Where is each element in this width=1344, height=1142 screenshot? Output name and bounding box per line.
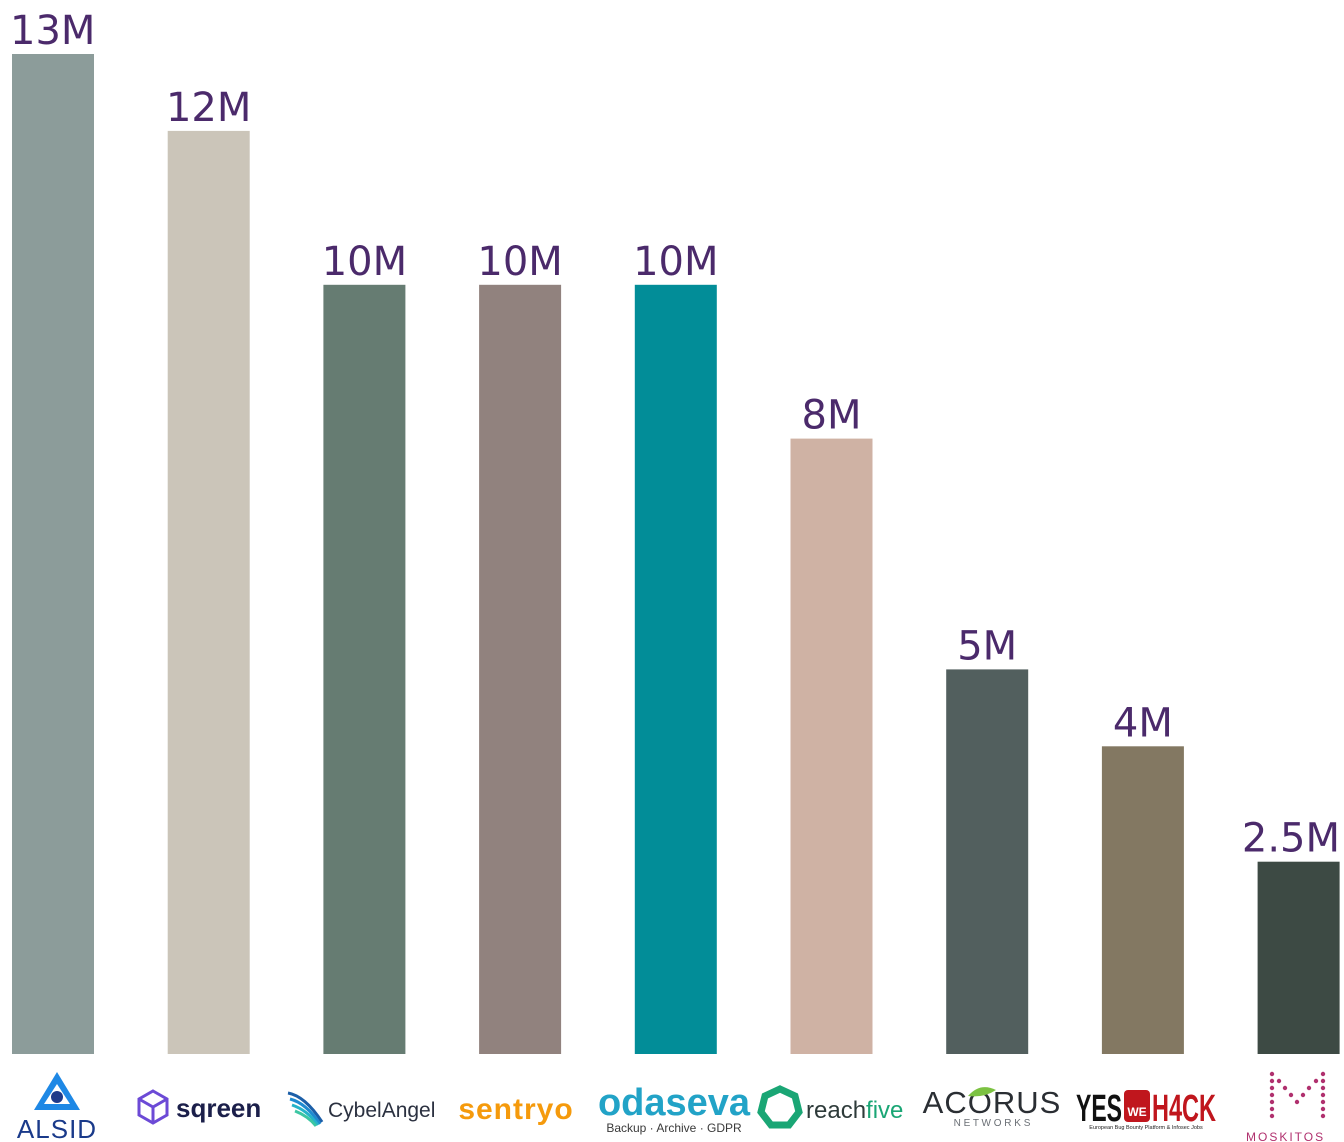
logo-sqreen: sqreen [137, 1089, 261, 1125]
logo-alsid-text: ALSID [17, 1114, 97, 1142]
logo-cybelangel-text: CybelAngel [328, 1099, 435, 1122]
logo-reachfive: reachfive [757, 1085, 903, 1129]
value-label-yes-we-h4ck: 4M [1113, 700, 1173, 746]
reachfive-text-reach: reach [806, 1097, 866, 1124]
logo-yeswehack-tagline: European Bug Bounty Platform & Infosec J… [1089, 1125, 1203, 1131]
yeswehack-hacker-icon: WE [1124, 1090, 1150, 1122]
logo-odaseva: odaseva Backup · Archive · GDPR [598, 1082, 751, 1135]
bar-reachfive [790, 438, 873, 1055]
logo-cybelangel: CybelAngel [287, 1091, 435, 1127]
acorus-leaf-icon [968, 1087, 996, 1097]
logo-yeswehack-yes: YES [1076, 1088, 1122, 1130]
moskitos-m-icon [1269, 1071, 1326, 1119]
logo-yeswehack-we: WE [1127, 1105, 1146, 1119]
cybelangel-wing-icon [287, 1091, 324, 1127]
logo-alsid: ALSID [17, 1072, 97, 1142]
logo-yeswehack-hack: H4CK [1152, 1088, 1216, 1130]
bar-moskitos [1257, 861, 1340, 1054]
bar-cybelangel [323, 284, 406, 1054]
logo-odaseva-tagline: Backup · Archive · GDPR [606, 1121, 742, 1135]
value-label-odaseva: 10M [633, 239, 718, 285]
sqreen-cube-icon [137, 1089, 169, 1125]
bar-yes-we-h4ck [1101, 746, 1184, 1054]
logo-acorus-sub: N E T W O R K S [954, 1118, 1031, 1129]
bar-odaseva [634, 284, 717, 1054]
bar-sqreen [167, 130, 250, 1054]
value-label-sqreen: 12M [166, 85, 251, 131]
logo-moskitos-text: MOSKITOS [1246, 1130, 1325, 1142]
bar-acorus [946, 669, 1029, 1054]
bar-sentryo [479, 284, 562, 1054]
logo-sentryo: sentryo [458, 1093, 573, 1126]
logo-moskitos: MOSKITOS [1246, 1071, 1326, 1142]
logo-sqreen-text: sqreen [176, 1093, 261, 1123]
logo-acorus: ACORUS N E T W O R K S [923, 1085, 1061, 1129]
logo-reachfive-text: reachfive [806, 1097, 903, 1124]
bar-alsid [12, 54, 94, 1054]
alsid-icon [34, 1072, 80, 1110]
value-label-cybelangel: 10M [322, 239, 407, 285]
value-label-alsid: 13M [10, 8, 95, 54]
logo-odaseva-text: odaseva [598, 1082, 751, 1124]
reachfive-heptagon-icon [757, 1085, 803, 1129]
value-label-acorus: 5M [957, 623, 1017, 669]
category-logos: ALSID sqreen CybelAngel sentryo o [17, 1071, 1326, 1142]
value-label-moskitos: 2.5M [1242, 816, 1340, 862]
value-label-sentryo: 10M [477, 239, 562, 285]
logo-yeswehack: YES WE H4CK European Bug Bounty Platform… [1076, 1088, 1216, 1131]
value-labels-layer: 13M 12M 10M 10M 10M 8M 5M 4M 2.5M [10, 8, 1340, 862]
value-label-reachfive: 8M [802, 393, 862, 439]
reachfive-text-five: five [866, 1097, 903, 1124]
bars-layer [12, 54, 1340, 1055]
